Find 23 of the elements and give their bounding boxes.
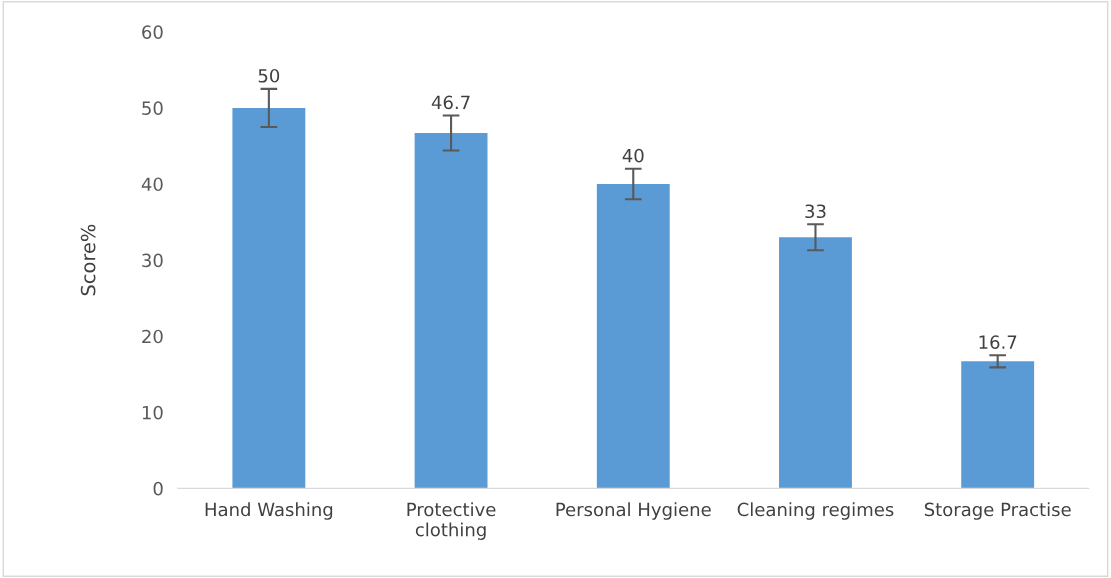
x-tick-label: Protective clothing [407, 502, 496, 540]
x-tick-label: Cleaning regimes [737, 502, 894, 520]
bar [596, 184, 670, 489]
bar [779, 237, 852, 489]
y-tick-label: 20 [142, 329, 163, 344]
data-label: 16.7 [979, 335, 1017, 349]
y-axis-title: Score% [80, 224, 96, 296]
bar [414, 133, 488, 489]
bar [232, 107, 306, 489]
data-label: 40 [622, 148, 644, 163]
data-label: 50 [258, 68, 280, 83]
y-tick-label: 10 [142, 405, 163, 420]
x-tick-label: Hand Washing [205, 502, 333, 520]
x-tick-label: Personal Hygiene [556, 502, 711, 520]
data-label: 33 [805, 204, 826, 219]
bar [961, 361, 1035, 489]
data-label: 46.7 [431, 95, 470, 110]
y-tick-label: 30 [142, 253, 163, 268]
y-tick-label: 0 [153, 481, 163, 496]
y-tick-label: 60 [142, 25, 163, 39]
y-tick-label: 50 [142, 101, 163, 116]
y-tick-label: 40 [141, 177, 163, 192]
x-tick-label: Storage Practise [924, 502, 1071, 520]
